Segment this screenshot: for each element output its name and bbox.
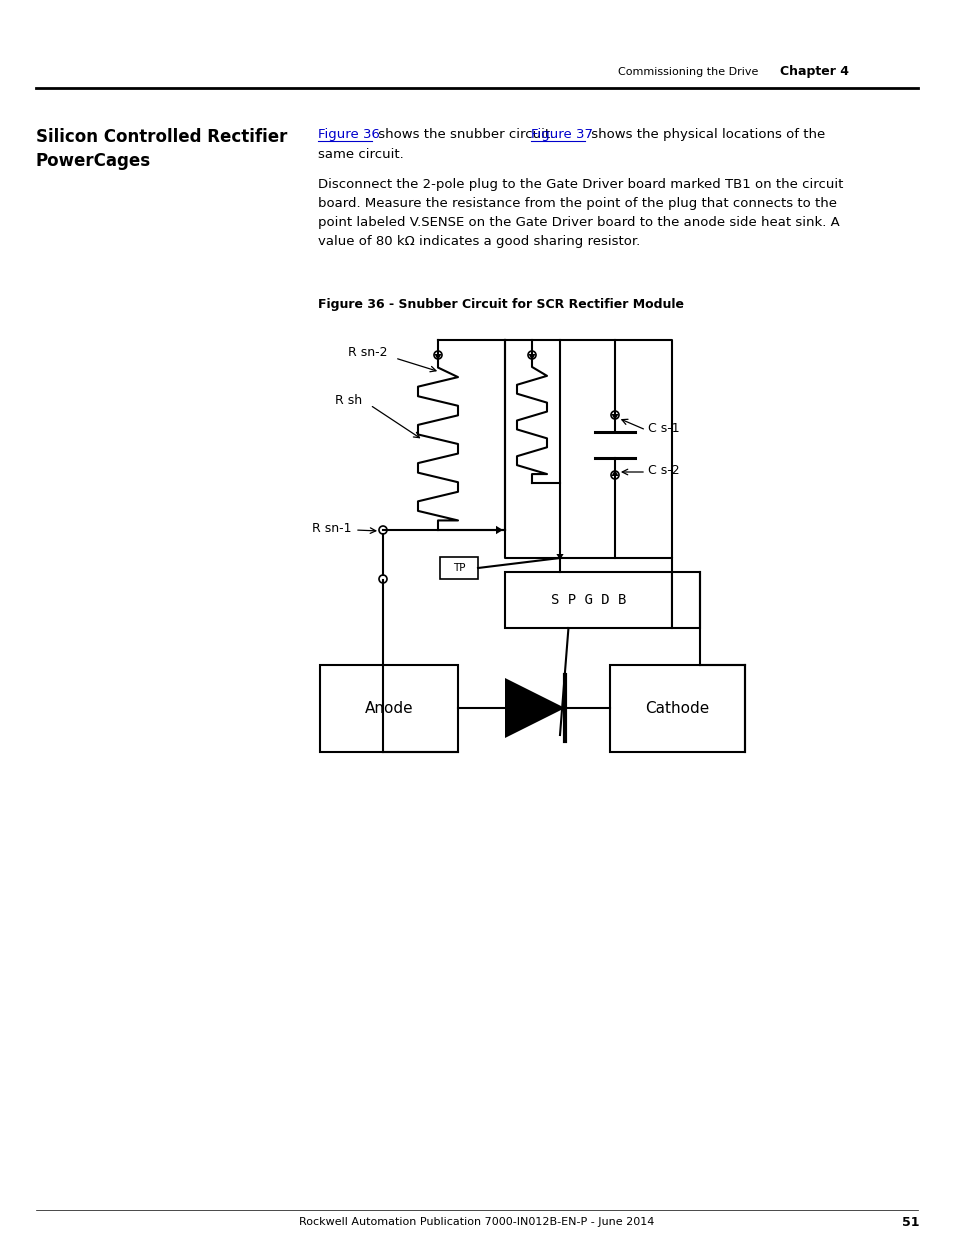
Text: point labeled V.SENSE on the Gate Driver board to the anode side heat sink. A: point labeled V.SENSE on the Gate Driver…: [317, 216, 839, 228]
Polygon shape: [611, 471, 618, 475]
Text: board. Measure the resistance from the point of the plug that connects to the: board. Measure the resistance from the p…: [317, 198, 836, 210]
Text: C s-2: C s-2: [647, 463, 679, 477]
Text: R sn-2: R sn-2: [348, 346, 387, 358]
Text: Rockwell Automation Publication 7000-IN012B-EN-P - June 2014: Rockwell Automation Publication 7000-IN0…: [299, 1216, 654, 1228]
Text: TP: TP: [453, 563, 465, 573]
Text: Commissioning the Drive: Commissioning the Drive: [618, 67, 758, 77]
Text: Figure 36 - Snubber Circuit for SCR Rectifier Module: Figure 36 - Snubber Circuit for SCR Rect…: [317, 298, 683, 311]
Text: PowerCages: PowerCages: [36, 152, 151, 170]
Text: R sn-1: R sn-1: [312, 521, 351, 535]
Text: Cathode: Cathode: [644, 701, 709, 716]
Text: value of 80 kΩ indicates a good sharing resistor.: value of 80 kΩ indicates a good sharing …: [317, 235, 639, 248]
Bar: [609, 664, 744, 752]
Text: Silicon Controlled Rectifier: Silicon Controlled Rectifier: [36, 128, 287, 146]
Text: Figure 36: Figure 36: [317, 128, 379, 141]
Polygon shape: [434, 354, 441, 359]
Polygon shape: [611, 414, 618, 420]
Text: Figure 37: Figure 37: [531, 128, 593, 141]
Text: R sh: R sh: [335, 394, 362, 406]
Polygon shape: [496, 526, 502, 535]
Polygon shape: [504, 678, 564, 739]
Bar: [504, 572, 671, 629]
Text: same circuit.: same circuit.: [317, 148, 403, 161]
Bar: [671, 572, 700, 629]
Text: C s-1: C s-1: [647, 421, 679, 435]
Text: Disconnect the 2-pole plug to the Gate Driver board marked TB1 on the circuit: Disconnect the 2-pole plug to the Gate D…: [317, 178, 842, 191]
Polygon shape: [528, 354, 535, 359]
Text: 51: 51: [902, 1215, 919, 1229]
Text: shows the snubber circuit.: shows the snubber circuit.: [374, 128, 558, 141]
Text: Anode: Anode: [364, 701, 413, 716]
Text: S P G D B: S P G D B: [550, 593, 625, 606]
Bar: [439, 557, 477, 579]
Bar: [319, 664, 457, 752]
Text: Chapter 4: Chapter 4: [780, 65, 848, 79]
Text: shows the physical locations of the: shows the physical locations of the: [586, 128, 824, 141]
Polygon shape: [556, 555, 563, 559]
